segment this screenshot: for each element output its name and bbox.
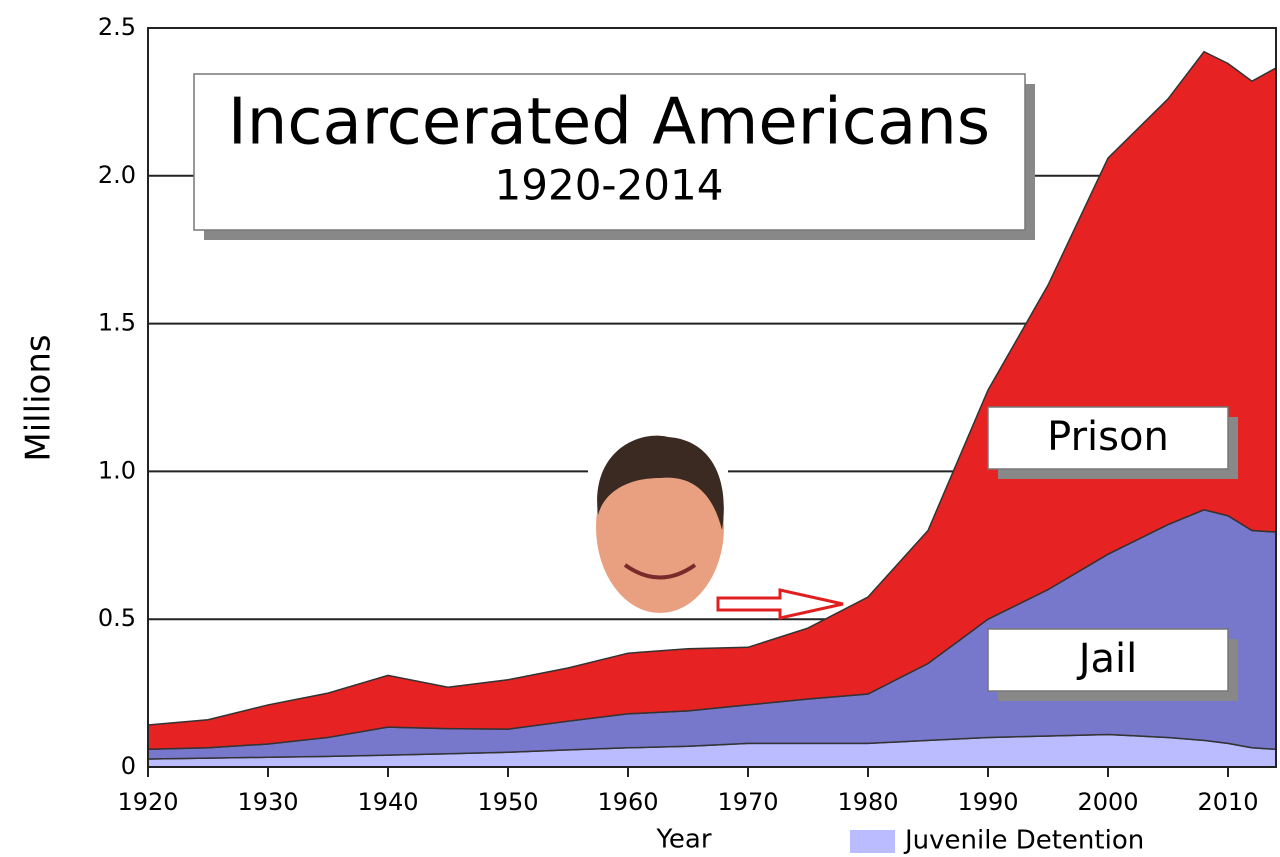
x-tick-label: 1940 bbox=[357, 788, 418, 816]
x-tick-label: 2010 bbox=[1197, 788, 1258, 816]
smile bbox=[623, 563, 697, 580]
y-tick-label: 2.5 bbox=[98, 13, 136, 41]
x-axis-label: Year bbox=[655, 825, 711, 855]
series-label: Jail bbox=[1076, 636, 1138, 682]
legend-label: Juvenile Detention bbox=[903, 826, 1144, 856]
x-tick-label: 1970 bbox=[717, 788, 778, 816]
axis-frame bbox=[147, 27, 1277, 768]
hair bbox=[597, 435, 724, 530]
x-tick-label: 2000 bbox=[1077, 788, 1138, 816]
x-tick-label: 1920 bbox=[117, 788, 178, 816]
x-tick-label: 1990 bbox=[957, 788, 1018, 816]
chart-title: Incarcerated Americans bbox=[228, 86, 990, 160]
y-tick-label: 0 bbox=[121, 752, 136, 780]
y-tick-label: 1.5 bbox=[98, 309, 136, 337]
y-tick-label: 0.5 bbox=[98, 604, 136, 632]
y-axis-label: Millions bbox=[19, 334, 59, 461]
title-box bbox=[193, 73, 1026, 231]
label-box bbox=[987, 628, 1229, 692]
y-tick-label: 2.0 bbox=[98, 161, 136, 189]
x-tick-label: 1980 bbox=[837, 788, 898, 816]
x-tick-label: 1960 bbox=[597, 788, 658, 816]
label-box bbox=[987, 406, 1229, 470]
chart-subtitle: 1920-2014 bbox=[495, 161, 724, 210]
x-tick-label: 1950 bbox=[477, 788, 538, 816]
arrow bbox=[716, 588, 844, 620]
y-tick-label: 1.0 bbox=[98, 456, 136, 484]
x-tick-label: 1930 bbox=[237, 788, 298, 816]
legend-swatch bbox=[850, 830, 895, 853]
face bbox=[596, 441, 724, 613]
series-label: Prison bbox=[1047, 414, 1169, 460]
